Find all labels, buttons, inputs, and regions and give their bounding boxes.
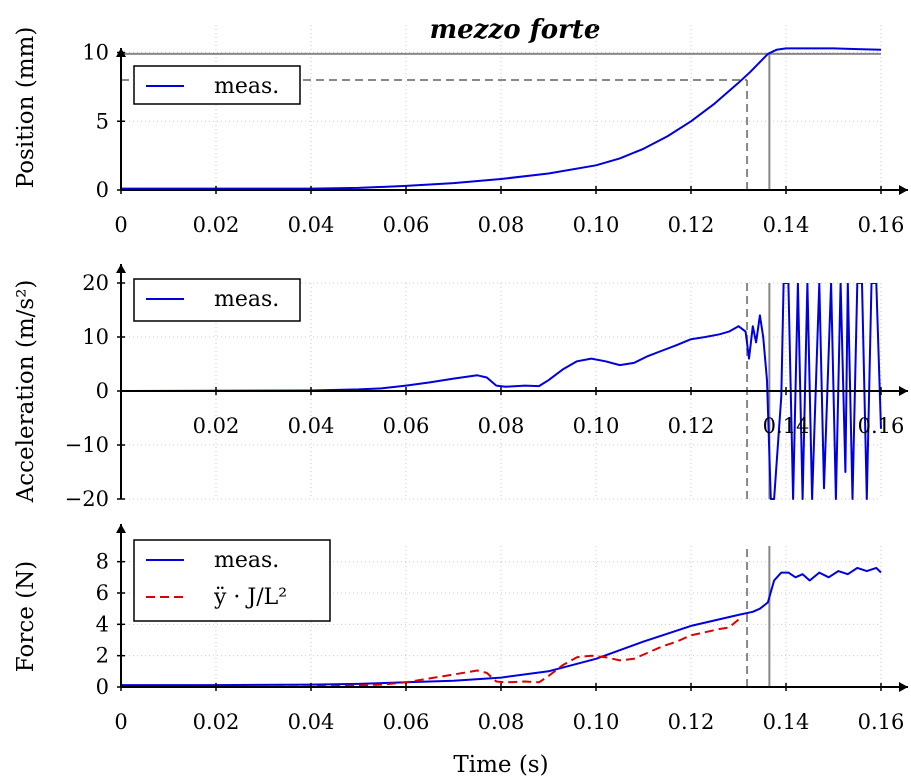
- x-tick-label: 0: [114, 710, 127, 734]
- legend-label: meas.: [214, 548, 279, 573]
- series-line-1: [121, 283, 882, 500]
- x-tick-label: 0.12: [668, 414, 715, 438]
- x-axis-arrow-icon: [899, 682, 908, 692]
- x-tick-label: 0.02: [193, 213, 240, 237]
- x-axis-label: Time (s): [453, 752, 548, 778]
- x-tick-label: 0.04: [288, 213, 335, 237]
- x-tick-label: 0.14: [763, 414, 810, 438]
- y-axis-label: Position (mm): [13, 27, 39, 189]
- legend-label: meas.: [214, 74, 279, 99]
- series-line-1: [121, 47, 882, 190]
- series-line-2: [121, 618, 740, 688]
- x-tick-label: 0.16: [858, 213, 905, 237]
- chart-panel-3: 0 0.02 0.04 0.06 0.08 0.10 0.12 0.14 0.16 0 2 4 6 8 Fo…: [13, 524, 908, 778]
- series-group: [121, 566, 882, 688]
- x-tick-label: 0.04: [288, 710, 335, 734]
- legend-label: meas.: [214, 287, 279, 312]
- y-tick-label: 5: [96, 109, 109, 133]
- y-axis-label: Force (N): [13, 561, 39, 672]
- x-tick-label: 0.06: [383, 414, 430, 438]
- x-tick-label: 0.16: [858, 710, 905, 734]
- y-axis-label: Acceleration (m/s²): [13, 280, 39, 504]
- y-tick-label: 10: [82, 325, 109, 349]
- y-tick-label: 10: [82, 41, 109, 65]
- x-tick-label: 0.08: [478, 710, 525, 734]
- x-tick-label: 0.02: [193, 414, 240, 438]
- y-tick-label: 20: [82, 271, 109, 295]
- x-tick-label: 0.06: [383, 710, 430, 734]
- legend: meas.: [133, 65, 301, 105]
- x-axis-arrow-icon: [899, 386, 908, 396]
- legend: meas. ÿ · J/L²: [133, 539, 331, 622]
- series-group: [121, 47, 882, 190]
- y-tick-label: 4: [96, 612, 109, 636]
- x-tick-label: 0.12: [668, 710, 715, 734]
- x-tick-label: 0.10: [573, 710, 620, 734]
- y-tick-label: −10: [65, 433, 109, 457]
- y-tick-label: 6: [96, 581, 109, 605]
- y-tick-label: 0: [96, 379, 109, 403]
- y-tick-label: −20: [65, 487, 109, 511]
- legend-box: [133, 539, 331, 622]
- x-tick-label: 0.10: [573, 414, 620, 438]
- x-tick-label: 0.14: [763, 710, 810, 734]
- x-tick-label: 0.14: [763, 213, 810, 237]
- y-tick-label: 0: [96, 675, 109, 699]
- x-axis-arrow-icon: [899, 185, 908, 195]
- x-tick-label: 0.06: [383, 213, 430, 237]
- x-tick-label: 0.12: [668, 213, 715, 237]
- x-tick-label: 0.08: [478, 414, 525, 438]
- legend-label: ÿ · J/L²: [213, 585, 287, 610]
- y-axis-arrow-icon: [116, 524, 126, 533]
- y-axis-arrow-icon: [116, 264, 126, 273]
- y-tick-label: 0: [96, 178, 109, 202]
- x-tick-label: 0.04: [288, 414, 335, 438]
- x-tick-label: 0.02: [193, 710, 240, 734]
- series-line-1: [121, 566, 882, 687]
- x-tick-label: 0.10: [573, 213, 620, 237]
- y-tick-label: 8: [96, 550, 109, 574]
- figure-title: mezzo forte: [430, 15, 601, 45]
- chart-panel-1: 0 0.02 0.04 0.06 0.08 0.10 0.12 0.14 0.16 0 5 10 Pos…: [13, 25, 908, 237]
- legend: meas.: [133, 278, 301, 322]
- x-tick-label: 0.08: [478, 213, 525, 237]
- x-tick-label: 0.16: [858, 414, 905, 438]
- series-group: [121, 283, 882, 500]
- chart-panel-2: 0.02 0.04 0.06 0.08 0.10 0.12 0.14 0.16 −20 −10 0 1…: [13, 264, 908, 511]
- x-tick-label: 0: [114, 213, 127, 237]
- y-tick-label: 2: [96, 644, 109, 668]
